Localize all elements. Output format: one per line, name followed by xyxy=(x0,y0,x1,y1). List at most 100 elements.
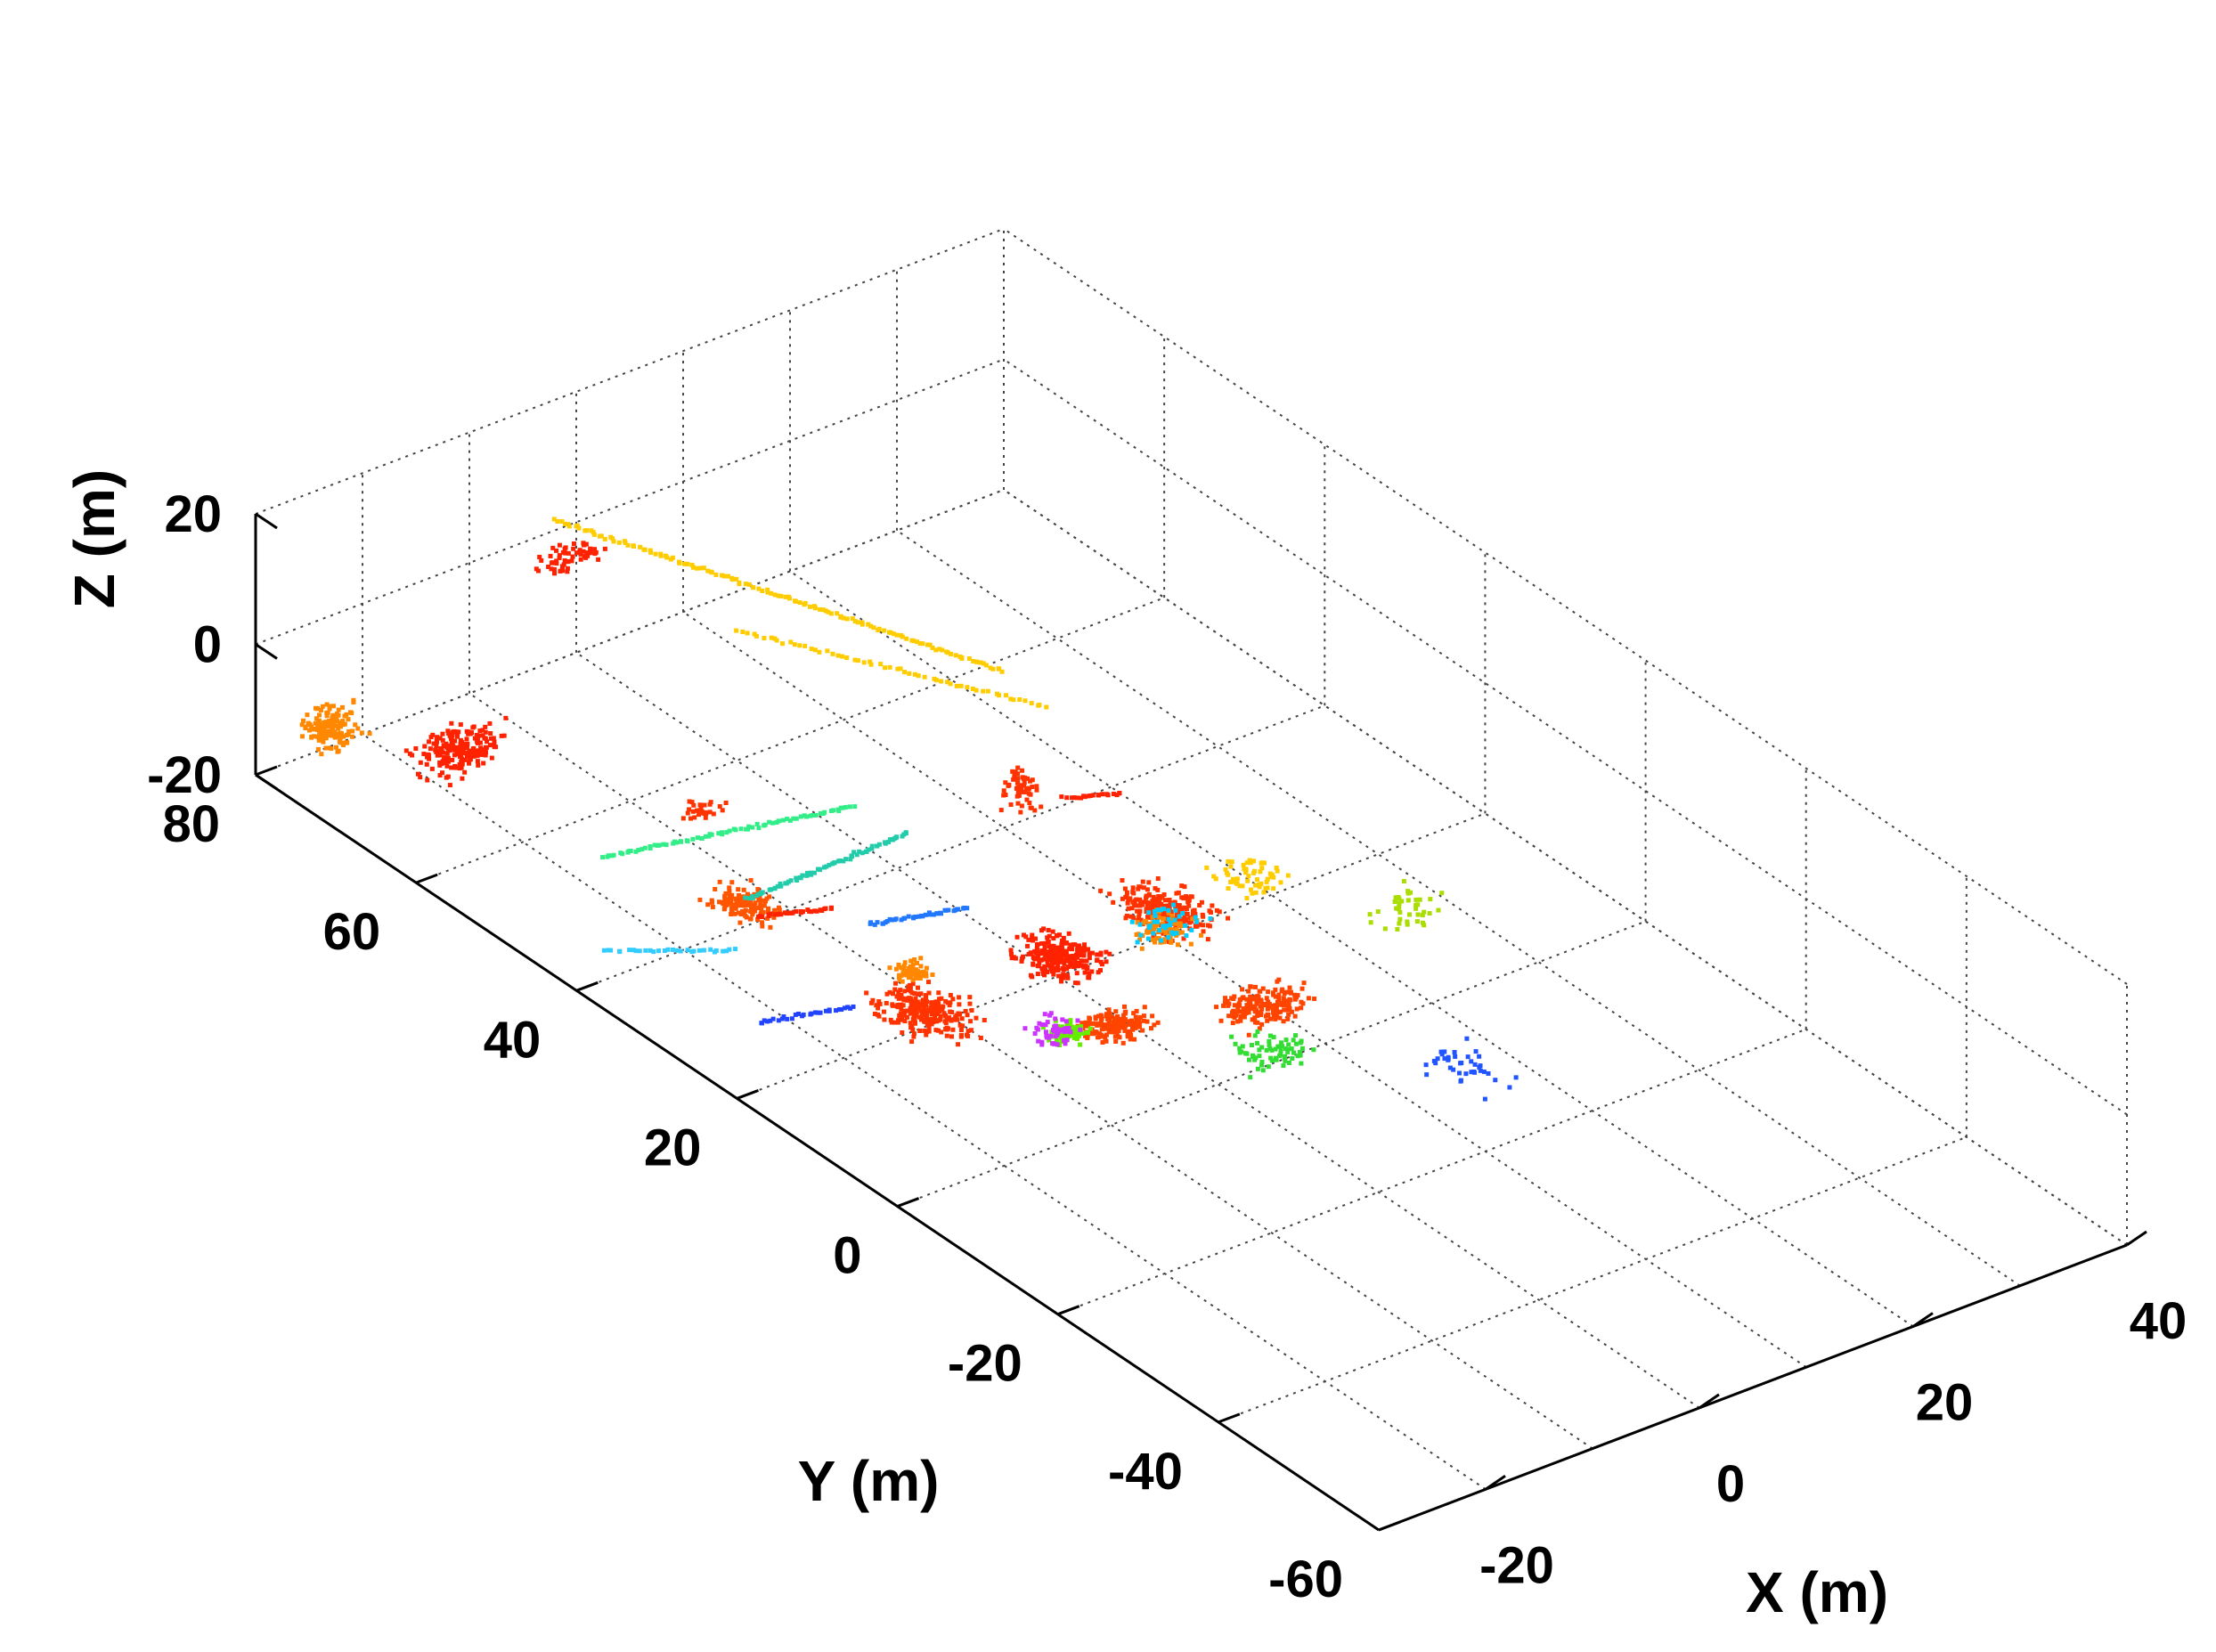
data-point xyxy=(707,810,713,815)
data-point xyxy=(1422,923,1427,928)
data-point xyxy=(1079,1024,1084,1029)
data-point xyxy=(1244,896,1250,901)
data-point xyxy=(329,745,334,751)
data-point xyxy=(1137,908,1143,914)
data-point xyxy=(1062,1029,1067,1035)
data-point xyxy=(1068,1018,1073,1023)
data-point xyxy=(1128,1037,1133,1042)
data-point xyxy=(848,1005,853,1011)
data-point xyxy=(1020,768,1025,773)
data-point xyxy=(1253,883,1259,888)
data-point xyxy=(917,1028,923,1033)
data-point xyxy=(1145,900,1150,906)
data-point xyxy=(1164,913,1169,918)
data-point xyxy=(588,550,593,556)
data-point xyxy=(1435,1056,1440,1062)
data-point xyxy=(787,818,793,823)
data-point xyxy=(1055,962,1061,967)
data-point xyxy=(312,726,317,731)
data-point xyxy=(1034,1025,1039,1030)
data-point xyxy=(824,864,829,869)
data-point xyxy=(1153,897,1158,902)
data-point xyxy=(324,702,330,707)
data-point xyxy=(1131,916,1137,921)
data-point xyxy=(476,762,481,768)
z-tick-label: 20 xyxy=(164,485,222,543)
data-point xyxy=(847,804,852,810)
data-point xyxy=(1281,1019,1286,1024)
data-point xyxy=(318,722,323,728)
data-point xyxy=(628,849,633,854)
data-point xyxy=(1120,1040,1126,1046)
data-point xyxy=(894,834,900,840)
grid-line xyxy=(682,611,1807,1368)
data-point xyxy=(464,753,469,759)
data-point xyxy=(438,745,444,751)
data-point xyxy=(929,1012,934,1017)
data-point xyxy=(768,911,773,916)
data-point xyxy=(1395,926,1400,932)
data-point xyxy=(316,712,322,718)
data-point xyxy=(1375,909,1381,915)
data-point xyxy=(958,1032,964,1038)
data-point xyxy=(1152,922,1157,927)
data-point xyxy=(1199,899,1204,905)
data-point xyxy=(1447,1065,1453,1070)
data-point xyxy=(1293,1033,1299,1038)
data-point xyxy=(1039,948,1045,954)
data-point xyxy=(1248,1075,1253,1080)
data-point xyxy=(899,1006,904,1012)
data-point xyxy=(687,807,692,812)
data-point xyxy=(1039,951,1044,956)
data-point xyxy=(1030,777,1035,783)
data-point xyxy=(468,748,473,753)
data-point xyxy=(1061,935,1066,940)
data-point xyxy=(459,753,464,758)
data-point xyxy=(924,965,929,971)
data-point xyxy=(1130,885,1136,891)
data-point xyxy=(756,826,762,831)
data-point xyxy=(911,998,917,1004)
data-point xyxy=(889,1020,894,1025)
data-point xyxy=(776,593,781,598)
data-point xyxy=(965,1033,971,1038)
data-point xyxy=(1244,997,1250,1002)
data-point xyxy=(327,706,332,712)
data-point xyxy=(1058,954,1063,959)
data-point xyxy=(1063,958,1068,964)
data-point xyxy=(1186,898,1192,903)
data-point xyxy=(756,898,762,903)
data-point xyxy=(331,729,337,735)
data-point xyxy=(1446,1056,1451,1062)
data-point xyxy=(1170,920,1176,925)
data-point xyxy=(1291,1050,1296,1055)
data-point xyxy=(560,568,566,574)
data-point xyxy=(912,991,917,997)
data-point xyxy=(954,683,959,688)
data-point xyxy=(1221,1003,1226,1008)
data-point xyxy=(1100,792,1105,797)
data-point xyxy=(1472,1070,1478,1075)
data-point xyxy=(705,568,711,574)
data-point xyxy=(643,948,648,953)
data-point xyxy=(1026,951,1031,956)
data-point xyxy=(1049,956,1055,962)
data-point xyxy=(413,746,419,752)
data-point xyxy=(1079,1031,1085,1037)
data-point xyxy=(339,731,345,736)
data-point xyxy=(795,1011,801,1016)
data-point xyxy=(488,736,493,741)
data-point xyxy=(367,731,372,736)
data-point xyxy=(1180,910,1185,916)
data-point xyxy=(1267,1033,1273,1038)
data-point xyxy=(882,628,887,633)
data-point xyxy=(933,647,939,653)
data-point xyxy=(835,807,841,812)
data-point xyxy=(569,558,574,564)
data-point xyxy=(1170,902,1176,907)
data-point xyxy=(448,736,453,741)
data-point xyxy=(444,763,450,769)
data-point xyxy=(967,1001,973,1006)
data-point xyxy=(902,916,908,921)
data-point xyxy=(1283,998,1289,1004)
